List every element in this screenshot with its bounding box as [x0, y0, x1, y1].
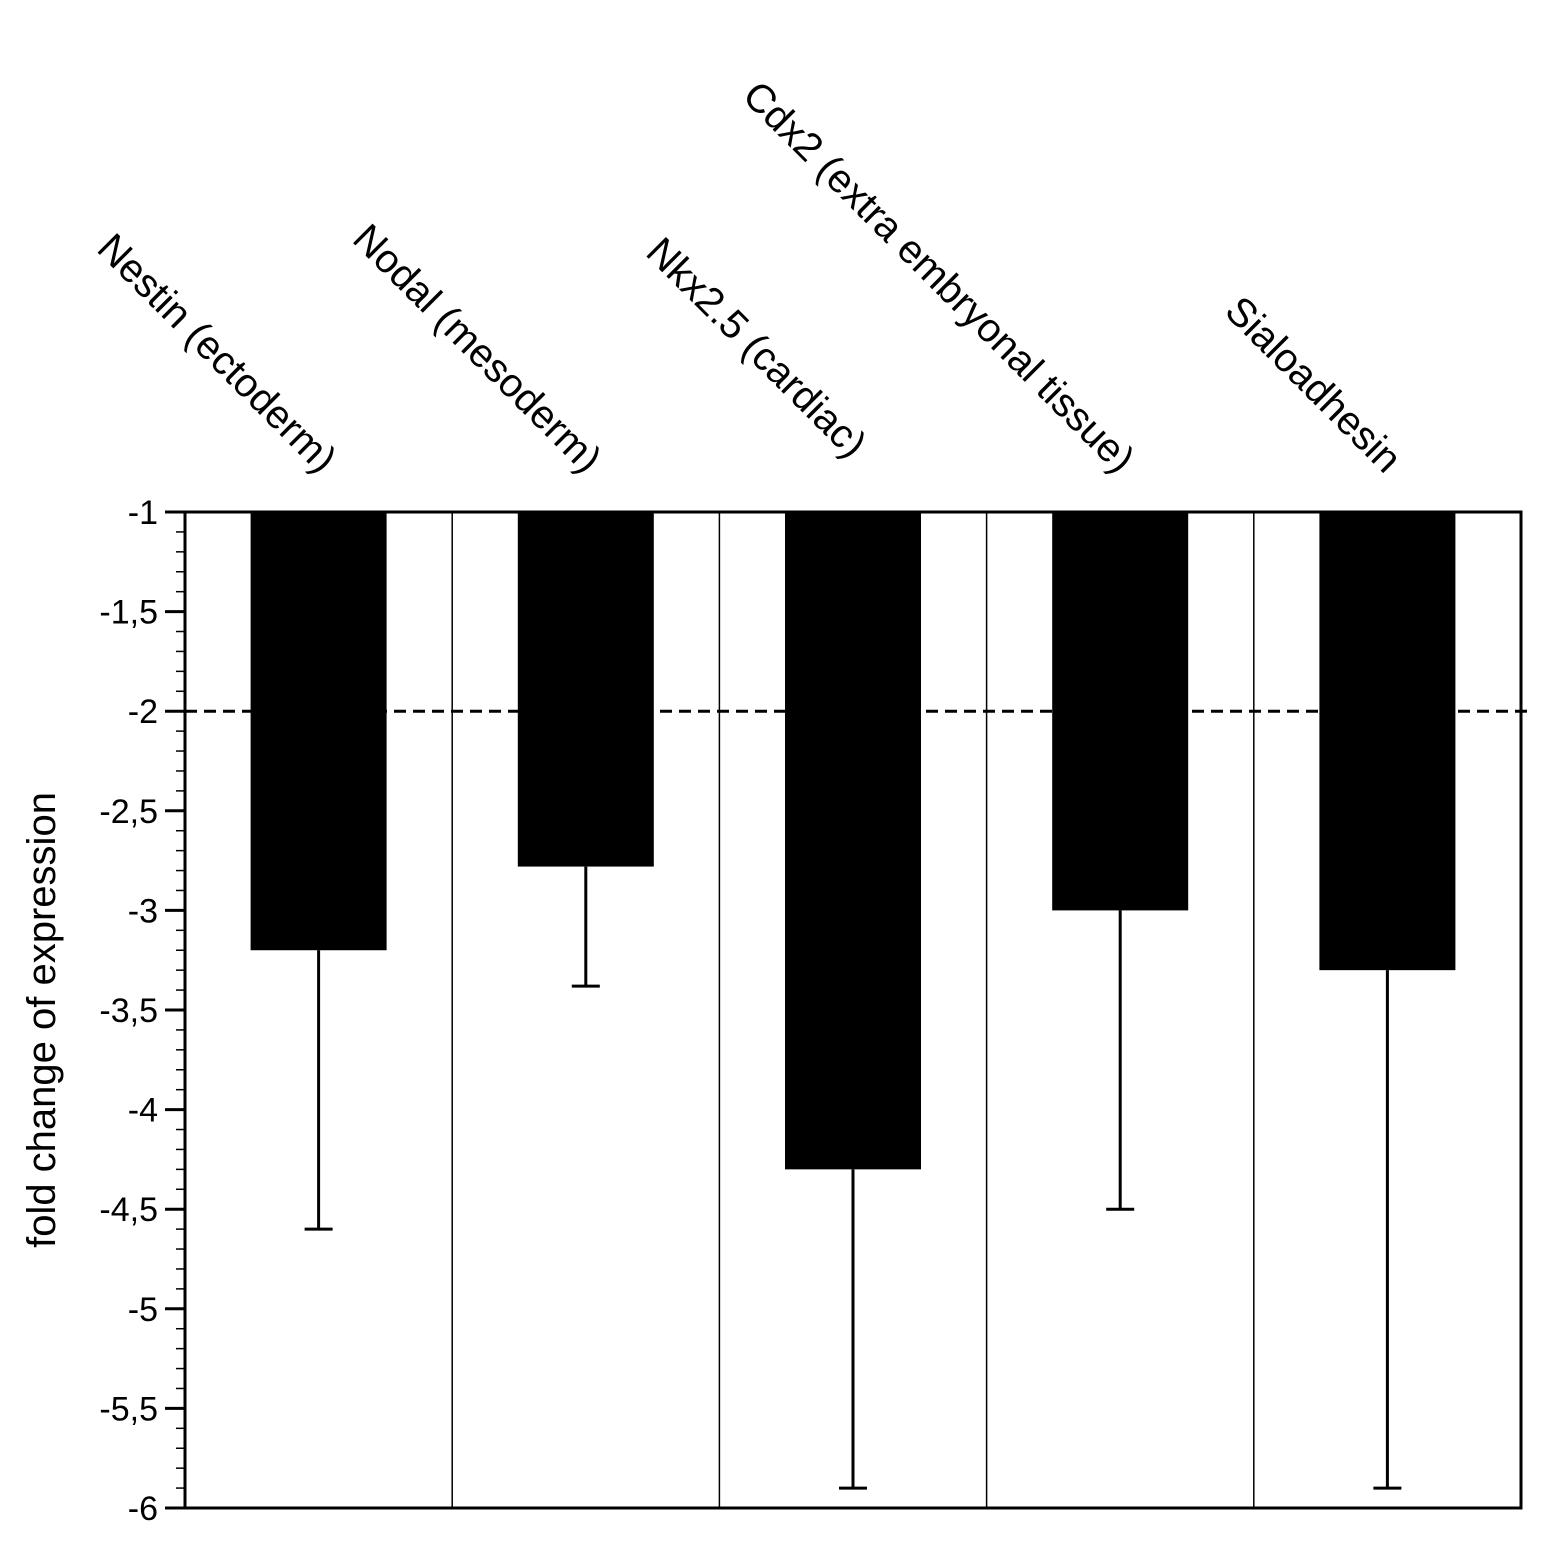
- category-labels: Nestin (ectoderm) Nodal (mesoderm) Nkx2.5 …: [89, 73, 1410, 481]
- y-axis-title: fold change of expression: [20, 792, 64, 1248]
- y-tick-label: -2: [128, 693, 158, 731]
- y-tick-label: -1: [128, 494, 158, 532]
- bar: [785, 512, 921, 1170]
- y-tick-label: -4: [128, 1092, 158, 1130]
- y-tick-label: -1,5: [99, 594, 158, 632]
- y-tick-label: -4,5: [99, 1191, 158, 1229]
- y-tick-label: -5: [128, 1291, 158, 1329]
- y-tick-label: -3: [128, 892, 158, 930]
- bars: [250, 512, 1456, 1170]
- y-axis-ticks: -1 -1,5 -2 -2,5 -3 -3,5 -4 -4,5 -5 -5,5 -6: [99, 494, 185, 1528]
- error-bars: [304, 866, 1402, 1490]
- bar: [517, 512, 654, 867]
- category-label: Nestin (ectoderm): [89, 225, 345, 481]
- bar: [250, 512, 387, 951]
- category-label: Nkx2.5 (cardiac): [638, 229, 875, 466]
- y-tick-label: -3,5: [99, 992, 158, 1030]
- bar: [1319, 512, 1456, 971]
- category-dividers: [451, 512, 1255, 1508]
- category-label: Nodal (mesoderm): [344, 216, 609, 481]
- category-label: Sialoadhesin: [1217, 288, 1410, 481]
- category-label: Cdx2 (extra embryonal tissue): [734, 73, 1142, 481]
- y-tick-label: -6: [128, 1490, 158, 1528]
- y-tick-label: -2,5: [99, 793, 158, 831]
- y-tick-label: -5,5: [99, 1390, 158, 1428]
